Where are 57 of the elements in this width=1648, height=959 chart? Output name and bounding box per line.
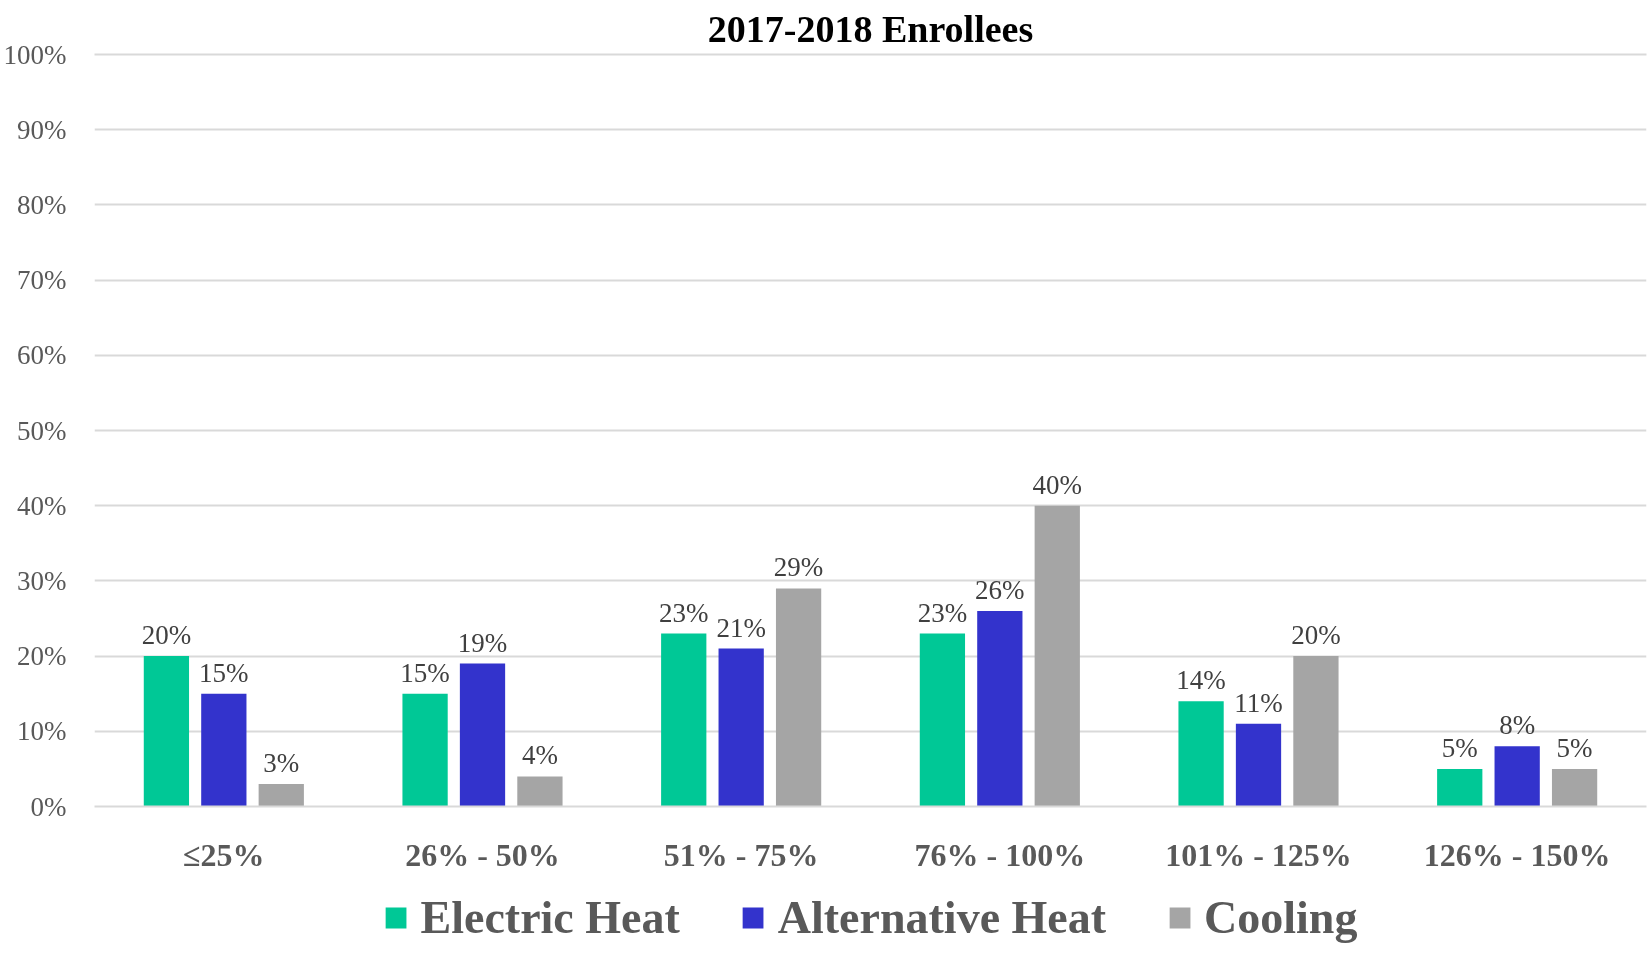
y-tick-label: 60% — [17, 340, 67, 371]
x-tick-label: 26% - 50% — [405, 836, 560, 873]
y-tick-label: 0% — [30, 791, 67, 822]
y-tick-label: 10% — [17, 716, 67, 747]
bar — [661, 633, 707, 807]
bar — [718, 648, 764, 807]
data-label: 20% — [141, 620, 192, 651]
data-label: 8% — [1499, 710, 1536, 741]
bar — [143, 656, 190, 807]
data-label: 20% — [1291, 620, 1341, 651]
x-tick-label: 101% - 125% — [1165, 836, 1352, 873]
y-tick-label: 20% — [17, 641, 67, 672]
data-label: 29% — [773, 552, 824, 583]
data-label: 23% — [917, 597, 968, 628]
y-tick-label: 80% — [17, 189, 67, 220]
bar — [1178, 701, 1224, 807]
legend-label: Alternative Heat — [777, 890, 1107, 944]
data-label: 14% — [1176, 665, 1226, 696]
chart-title: 2017-2018 Enrollees — [707, 7, 1034, 50]
legend-label: Cooling — [1204, 890, 1358, 944]
data-label: 15% — [199, 657, 249, 688]
data-label: 40% — [1032, 469, 1083, 500]
x-tick-label: 51% - 75% — [663, 836, 819, 873]
y-tick-label: 90% — [17, 114, 67, 145]
bar — [775, 588, 822, 807]
bar — [1494, 746, 1540, 807]
bar — [919, 633, 966, 807]
x-tick-label: ≤25% — [183, 836, 265, 873]
data-label: 3% — [263, 747, 300, 778]
bar — [977, 610, 1023, 807]
data-label: 21% — [716, 612, 766, 643]
data-label: 19% — [457, 627, 508, 658]
x-tick-label: 76% - 100% — [914, 836, 1086, 873]
data-label: 11% — [1234, 687, 1283, 718]
bar — [1034, 505, 1080, 807]
bar — [517, 776, 563, 807]
bar — [1551, 768, 1598, 807]
data-label: 4% — [521, 740, 558, 771]
bar — [258, 783, 304, 807]
bar — [402, 693, 448, 807]
bar — [201, 693, 247, 807]
y-tick-label: 100% — [3, 39, 67, 70]
y-tick-label: 40% — [17, 490, 67, 521]
data-label: 5% — [1441, 732, 1478, 763]
y-tick-label: 30% — [17, 565, 67, 596]
y-tick-label: 50% — [17, 415, 67, 446]
x-tick-label: 126% - 150% — [1423, 836, 1611, 873]
bar — [1293, 656, 1339, 807]
bar — [1235, 723, 1282, 807]
y-tick-label: 70% — [17, 265, 67, 296]
bar — [1437, 768, 1483, 807]
data-label: 23% — [659, 597, 709, 628]
data-label: 5% — [1556, 732, 1593, 763]
data-label: 15% — [400, 657, 450, 688]
data-label: 26% — [975, 574, 1025, 605]
bar — [459, 663, 506, 807]
legend-label: Electric Heat — [420, 890, 680, 944]
